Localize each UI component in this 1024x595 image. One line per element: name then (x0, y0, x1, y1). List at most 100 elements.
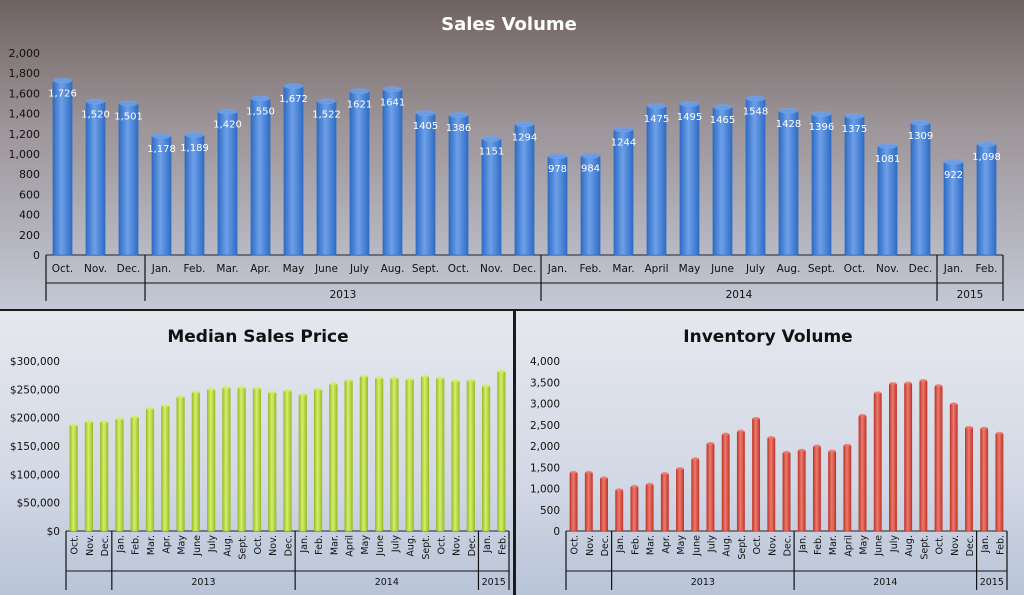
x-category-label: Dec. (513, 263, 537, 275)
median-sales-price-title: Median Sales Price (167, 327, 348, 347)
x-category-label: June (710, 263, 734, 275)
x-category-label: Jan. (299, 535, 310, 554)
x-category-label: Oct. (70, 535, 81, 554)
y-tick-label: 1,500 (530, 462, 560, 474)
bar-cap (646, 103, 667, 110)
x-category-label: Sept. (737, 535, 748, 560)
bar (965, 427, 973, 532)
bar (660, 473, 669, 532)
bar-cap (828, 449, 836, 453)
x-category-label: Feb. (131, 535, 142, 555)
bar (222, 387, 231, 532)
bar-cap (207, 387, 215, 391)
x-category-label: Jan. (482, 535, 493, 554)
bar-cap (283, 388, 292, 392)
y-tick-label: 2,000 (530, 441, 560, 453)
bar (712, 106, 733, 256)
bar (145, 408, 155, 532)
bar (451, 380, 460, 532)
year-group-label: 2013 (330, 289, 357, 301)
bar (252, 387, 262, 532)
bar (115, 418, 124, 532)
bar-cap (980, 426, 988, 430)
x-category-label: Jan. (615, 535, 626, 554)
bar-cap (69, 423, 78, 427)
year-group-label: 2014 (873, 577, 897, 588)
bar (316, 100, 337, 256)
bar (995, 432, 1004, 532)
bar (858, 415, 867, 532)
bar (600, 477, 608, 532)
year-group-label: 2015 (980, 577, 1004, 588)
bar-cap (237, 386, 246, 390)
bar-cap (798, 448, 806, 452)
bar (980, 427, 989, 532)
x-category-label: June (874, 535, 885, 557)
bar-data-label: 1,520 (81, 109, 110, 120)
x-category-label: July (349, 263, 369, 275)
x-category-label: July (390, 535, 401, 553)
bar-cap (146, 407, 154, 411)
y-tick-label: 600 (19, 188, 40, 201)
x-category-label: Oct. (52, 263, 74, 275)
bar (645, 483, 654, 532)
y-tick-label: 2,000 (9, 47, 41, 60)
bar-cap (151, 133, 172, 140)
bar-cap (448, 112, 469, 119)
panel-divider-vertical (513, 311, 516, 595)
x-category-label: Feb. (630, 535, 641, 555)
x-category-label: Jan. (547, 263, 568, 275)
bar-cap (813, 444, 821, 448)
bar-cap (118, 100, 139, 107)
bar (828, 450, 837, 532)
bar-cap (844, 113, 865, 120)
x-category-label: Nov. (480, 263, 503, 275)
bar (812, 445, 821, 532)
bar (52, 80, 73, 256)
bar (390, 377, 399, 532)
bar (873, 392, 882, 532)
panel-divider-horizontal (0, 309, 1024, 311)
bar-cap (737, 429, 745, 433)
x-category-label: Nov. (585, 535, 596, 556)
x-category-label: Apr. (161, 535, 172, 554)
bar (375, 377, 384, 532)
bar (329, 383, 338, 532)
bar-cap (645, 482, 654, 486)
bar-cap (52, 77, 73, 84)
x-category-label: May (679, 263, 701, 275)
bar-cap (995, 431, 1004, 435)
year-group-label: 2013 (191, 577, 215, 588)
bar-cap (298, 392, 307, 396)
y-tick-label: $0 (47, 526, 60, 538)
bar-cap (314, 387, 322, 391)
bar-cap (965, 425, 973, 429)
x-category-label: Jan. (980, 535, 991, 554)
bar-data-label: 978 (548, 164, 567, 175)
bar (844, 115, 865, 256)
bar-cap (858, 413, 867, 417)
x-category-label: April (645, 263, 669, 275)
bar (176, 396, 185, 532)
bar-cap (615, 488, 623, 492)
bar-data-label: 1405 (413, 121, 438, 132)
y-tick-label: 400 (19, 209, 40, 222)
bar (888, 383, 897, 532)
bar-cap (100, 420, 109, 424)
bar-cap (451, 379, 460, 383)
x-category-label: Aug. (777, 263, 801, 275)
bar (514, 124, 535, 256)
bar-cap (283, 83, 304, 90)
bar-cap (778, 107, 799, 114)
bar-cap (679, 101, 700, 108)
bar (919, 380, 928, 532)
year-group-label: 2013 (691, 577, 715, 588)
x-category-label: Apr. (250, 263, 271, 275)
x-category-label: Feb. (976, 263, 998, 275)
x-category-label: Mar. (146, 535, 157, 555)
bar (630, 486, 639, 532)
bar-cap (934, 384, 943, 388)
bar-data-label: 1,672 (279, 94, 308, 105)
bar-cap (706, 441, 715, 445)
bar-data-label: 1244 (611, 137, 636, 148)
